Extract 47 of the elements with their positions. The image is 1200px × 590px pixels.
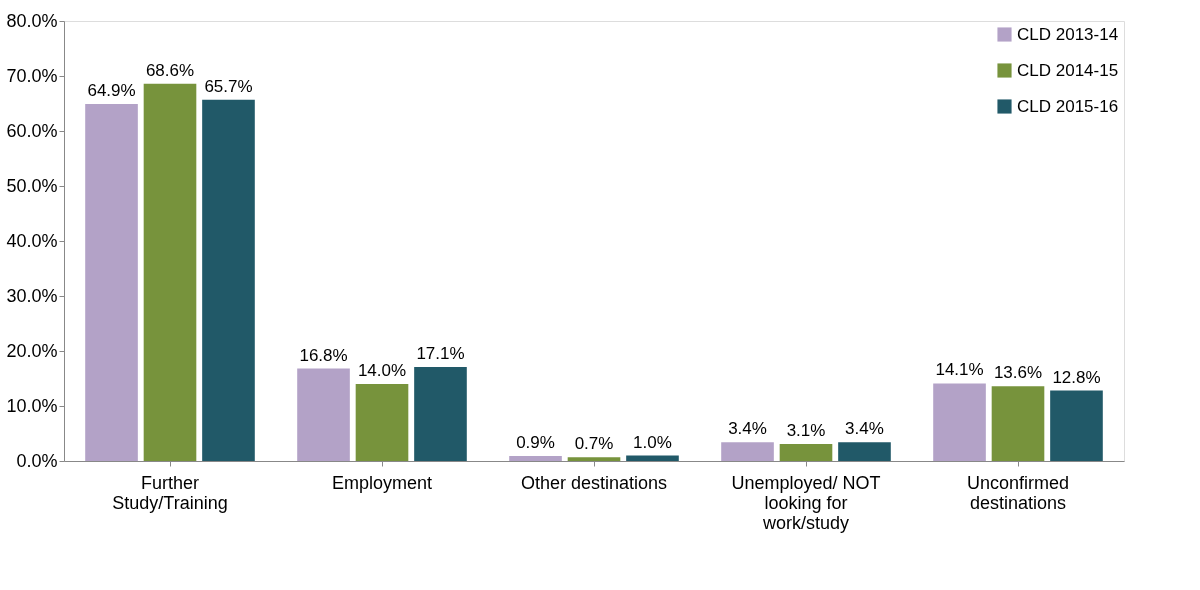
x-tick-label: Other destinations <box>520 472 668 493</box>
legend-label: CLD 2013-14 <box>1017 24 1119 44</box>
y-tick-label: 20.0% <box>6 340 58 361</box>
bar <box>202 99 255 461</box>
bar <box>626 455 679 461</box>
bar <box>779 443 833 461</box>
bar <box>933 383 986 461</box>
data-label: 3.1% <box>786 420 826 440</box>
data-label: 0.9% <box>516 433 555 453</box>
y-tick-label: 0.0% <box>16 450 58 471</box>
x-tick-label: Further Study/Training <box>112 472 228 513</box>
data-label: 12.8% <box>1052 367 1101 387</box>
bar <box>509 456 562 461</box>
bar <box>991 386 1045 461</box>
y-tick-label: 50.0% <box>6 175 58 196</box>
bar <box>355 384 409 461</box>
data-label: 14.0% <box>357 361 407 380</box>
x-tick-label: Unemployed/ NOT looking for work/study <box>731 472 881 533</box>
y-tick-label: 80.0% <box>6 10 58 31</box>
y-tick-label: 60.0% <box>6 120 58 141</box>
bar <box>838 442 891 461</box>
data-label: 64.9% <box>87 81 136 101</box>
data-label: 13.6% <box>993 363 1043 383</box>
data-label: 17.1% <box>416 343 465 363</box>
y-tick-label: 40.0% <box>6 230 58 251</box>
bar <box>85 104 138 461</box>
legend-label: CLD 2014-15 <box>1017 60 1119 80</box>
data-label: 65.7% <box>204 76 253 96</box>
bar <box>1050 390 1103 461</box>
data-label: 68.6% <box>145 60 195 80</box>
bar <box>297 368 350 461</box>
data-label: 16.8% <box>299 345 348 365</box>
y-tick-label: 70.0% <box>6 65 58 86</box>
x-tick-label: Unconfirmed destinations <box>966 472 1070 513</box>
x-tick-label: Employment <box>331 472 433 493</box>
data-label: 14.1% <box>935 360 984 380</box>
data-label: 0.7% <box>574 434 614 454</box>
data-label: 3.4% <box>728 419 767 439</box>
y-tick-label: 10.0% <box>6 395 58 416</box>
data-label: 3.4% <box>845 419 884 439</box>
bar <box>414 366 467 461</box>
legend-label: CLD 2015-16 <box>1017 96 1119 116</box>
y-tick-label: 30.0% <box>6 285 58 306</box>
data-label: 1.0% <box>633 432 672 452</box>
bar <box>721 442 774 461</box>
bar <box>143 83 197 461</box>
bar <box>567 457 621 461</box>
